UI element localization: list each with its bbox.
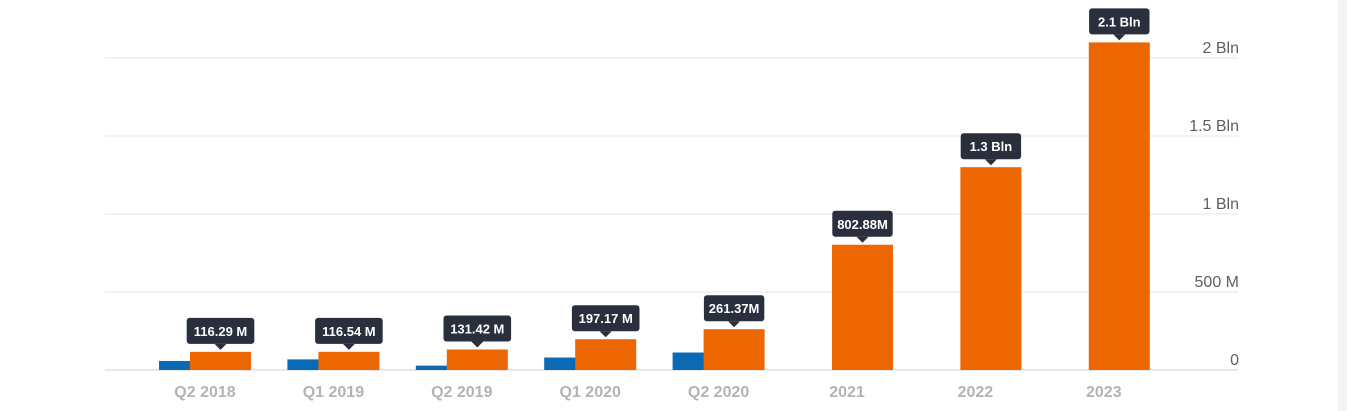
callout-box — [443, 315, 512, 342]
x-tick-label: Q1 2020 — [560, 384, 621, 401]
bar-orange — [446, 349, 508, 370]
callout-pointer — [1113, 34, 1126, 41]
callout-box — [1089, 8, 1150, 35]
x-tick-label: Q1 2019 — [303, 384, 364, 401]
data-label-callout: 131.42 M — [443, 315, 512, 348]
callout-box — [703, 295, 765, 322]
bar-orange — [575, 339, 637, 370]
data-label: 1.3 Bln — [970, 139, 1013, 154]
data-label-callout: 261.37M — [703, 295, 765, 328]
callout-box — [186, 317, 255, 344]
bar-orange — [832, 244, 893, 370]
callout-box — [571, 305, 640, 332]
callout-pointer — [856, 236, 869, 243]
data-label-callout: 2.1 Bln — [1089, 8, 1150, 41]
y-tick-label: 1 Bln — [1203, 196, 1239, 213]
bar-orange — [318, 351, 380, 370]
data-label-callout: 1.3 Bln — [960, 133, 1022, 166]
callout-pointer — [728, 321, 741, 328]
data-label-callout: 802.88M — [832, 210, 893, 243]
bar-orange — [190, 351, 251, 370]
data-label: 131.42 M — [450, 321, 504, 336]
bar-orange — [960, 167, 1022, 370]
x-tick-label: Q2 2020 — [688, 384, 749, 401]
callout-box — [832, 210, 893, 237]
data-label: 2.1 Bln — [1098, 14, 1141, 29]
callout-box — [960, 133, 1022, 160]
y-tick-label: 2 Bln — [1203, 40, 1239, 57]
data-label: 197.17 M — [579, 311, 633, 326]
scrollbar-track[interactable] — [1338, 0, 1347, 411]
data-label-callout: 197.17 M — [571, 305, 640, 338]
bar-orange — [1088, 42, 1150, 371]
x-tick-label: 2023 — [1086, 384, 1122, 401]
x-tick-label: 2021 — [829, 384, 865, 401]
x-tick-label: 2022 — [958, 384, 994, 401]
callout-box — [315, 317, 383, 344]
bar-blue — [159, 360, 219, 370]
callout-pointer — [471, 341, 484, 348]
x-tick-label: Q2 2019 — [431, 384, 492, 401]
callout-pointer — [984, 159, 997, 166]
data-label: 802.88M — [837, 217, 888, 232]
callout-pointer — [214, 343, 227, 350]
x-tick-label: Q2 2018 — [174, 384, 235, 401]
y-tick-label: 0 — [1230, 352, 1239, 369]
callout-pointer — [342, 343, 355, 350]
data-label: 116.54 M — [322, 324, 376, 339]
bar-orange — [703, 329, 765, 370]
data-label: 261.37M — [709, 301, 760, 316]
data-label-callout: 116.54 M — [315, 317, 383, 350]
callout-pointer — [599, 331, 612, 338]
bar-blue — [287, 359, 348, 370]
y-tick-label: 1.5 Bln — [1189, 118, 1239, 135]
data-label: 116.29 M — [194, 324, 248, 339]
y-tick-label: 500 M — [1195, 274, 1239, 291]
data-label-callout: 116.29 M — [186, 317, 255, 350]
bar-blue — [415, 365, 476, 370]
